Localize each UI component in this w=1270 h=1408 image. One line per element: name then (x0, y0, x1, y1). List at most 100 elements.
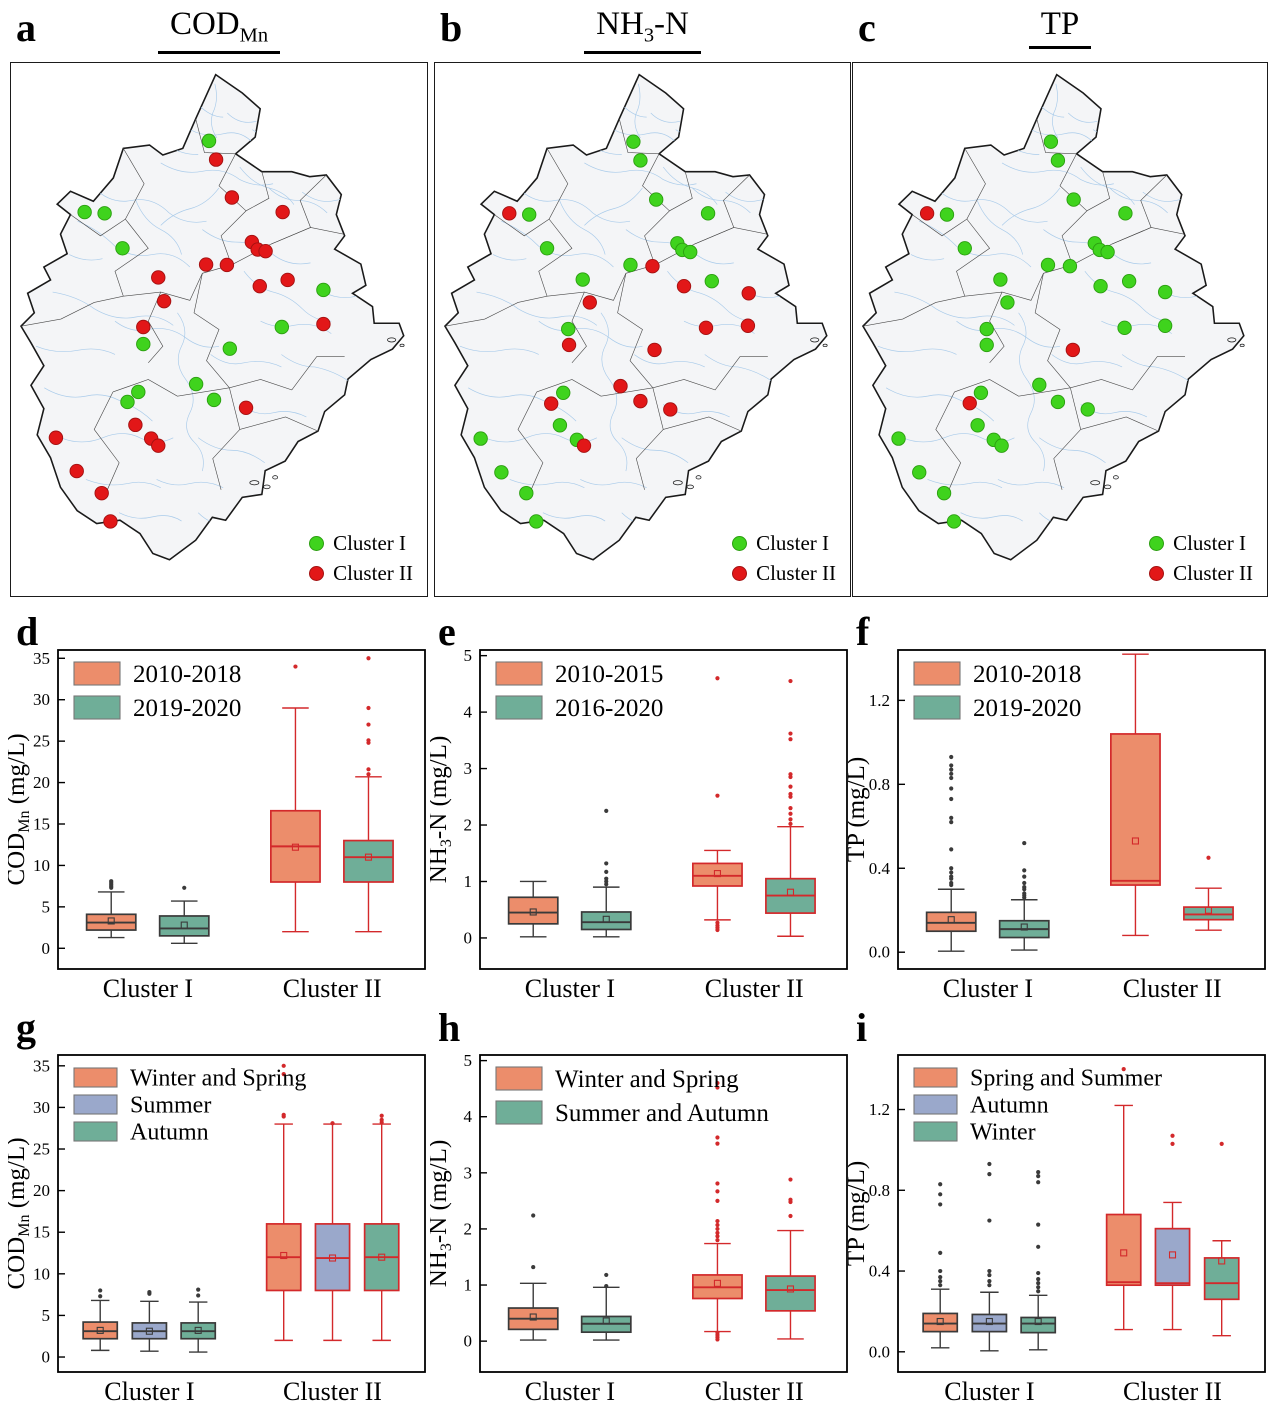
site-dot-cluster1 (561, 321, 576, 337)
outlier-point (281, 1063, 286, 1068)
legend-swatch (73, 661, 121, 686)
y-tick-label: 15 (33, 815, 50, 834)
outlier-point (604, 869, 609, 874)
panel-letter-i: i (856, 1005, 868, 1050)
y-tick-label: 1 (464, 872, 473, 891)
box-Cluster I-2010-2018 (85, 879, 137, 939)
site-dot-cluster1 (979, 321, 994, 337)
outlier-point (330, 1121, 335, 1126)
outlier-point (196, 1293, 201, 1298)
site-dot-cluster1 (77, 204, 92, 220)
site-dot-cluster1 (994, 438, 1009, 453)
outlier-point (949, 754, 954, 760)
outlier-point (938, 1182, 943, 1187)
map-panel-c: Cluster I Cluster II (852, 62, 1268, 597)
outlier-point (715, 920, 720, 925)
map-b-legend: Cluster I Cluster II (732, 526, 836, 586)
site-dot-cluster1 (206, 392, 222, 408)
box-Cluster II-2010-2018 (270, 664, 321, 933)
box-Cluster II-2019-2020 (1183, 855, 1234, 931)
site-dot-cluster1 (979, 337, 994, 353)
legend-row-cluster1: Cluster I (732, 531, 836, 556)
river-network (877, 83, 1206, 526)
outlier-point (1170, 1133, 1175, 1138)
site-dot-cluster2 (613, 378, 628, 394)
outlier-point (1036, 1277, 1041, 1282)
site-dot-cluster2 (663, 402, 678, 417)
site-dot-cluster2 (219, 257, 235, 273)
outlier-point (715, 1085, 720, 1090)
site-dot-cluster2 (275, 204, 290, 220)
legend-label: Winter (970, 1119, 1036, 1145)
outlier-point (715, 1141, 720, 1146)
mean-marker (713, 870, 721, 878)
outlier-point (938, 1275, 943, 1280)
legend-swatch (495, 1066, 543, 1091)
x-category-label: Cluster I (943, 974, 1033, 1003)
panel-letter-h: h (438, 1005, 461, 1050)
outlier-point (715, 1222, 720, 1228)
plot-frame (57, 1054, 426, 1373)
site-dot-cluster2 (576, 438, 592, 453)
site-dot-cluster1 (1043, 134, 1059, 149)
outlier-point (98, 1294, 103, 1299)
panel-letter-a: a (16, 5, 36, 50)
outlier-point (715, 1234, 720, 1239)
outlier-point (788, 731, 793, 736)
site-dot-cluster2 (544, 396, 559, 411)
site-dot-cluster1 (957, 241, 972, 256)
site-dot-cluster1 (891, 431, 906, 446)
x-category-label: Cluster I (103, 974, 193, 1003)
outlier-point (788, 817, 793, 822)
box-Cluster II-Winter and Spring (692, 1080, 743, 1342)
outlier-point (604, 808, 609, 814)
outlier-point (949, 767, 954, 772)
box-Cluster II-Summer (314, 1121, 351, 1342)
site-dot-cluster1 (522, 207, 537, 222)
outlier-point (182, 885, 187, 890)
legend-swatch (73, 1121, 118, 1142)
outlier-point (987, 1161, 992, 1167)
plot-frame (897, 1054, 1266, 1373)
outlier-point (715, 1189, 720, 1194)
legend-label: 2010-2018 (973, 661, 1081, 688)
y-axis-label: TP (mg/L) (848, 757, 870, 862)
panel-letter-g: g (16, 1005, 36, 1050)
outlier-point (788, 737, 793, 742)
y-tick-label: 4 (464, 1107, 473, 1126)
legend-label: Winter and Spring (555, 1066, 739, 1093)
y-tick-label: 1 (464, 1276, 473, 1295)
outlier-point (715, 1198, 720, 1203)
mean-marker (107, 917, 115, 925)
outlier-point (604, 876, 609, 881)
mean-marker (786, 888, 795, 896)
site-dot-cluster1 (494, 465, 509, 480)
site-dot-cluster1 (1157, 284, 1173, 300)
site-dot-cluster1 (939, 207, 955, 222)
box-Cluster I-Autumn (180, 1287, 217, 1353)
island (1239, 343, 1245, 347)
mean-marker (786, 1285, 795, 1293)
y-tick-label: 30 (33, 1098, 50, 1117)
outlier-point (788, 805, 793, 811)
outlier-point (788, 821, 793, 826)
panel-letter-e: e (438, 609, 456, 654)
outlier-point (1170, 1141, 1175, 1146)
site-dot-cluster2 (151, 438, 166, 453)
site-dot-cluster1 (1050, 394, 1066, 410)
map-panel-a: Cluster I Cluster II (10, 62, 428, 597)
site-dot-cluster1 (1066, 192, 1081, 207)
mean-marker (985, 1317, 993, 1326)
island (263, 484, 271, 490)
y-tick-label: 0 (42, 1348, 51, 1367)
site-dot-cluster2 (741, 286, 756, 301)
y-tick-label: 0.4 (869, 1262, 891, 1281)
cluster1-dot-icon (309, 536, 325, 551)
legend-swatch (495, 695, 543, 720)
site-dot-cluster1 (936, 485, 952, 501)
y-axis-label: CODMn (mg/L) (8, 1137, 33, 1289)
legend-label: Summer (130, 1092, 211, 1118)
outlier-point (938, 1268, 943, 1274)
site-dot-cluster2 (238, 400, 254, 415)
site-dot-cluster1 (552, 418, 568, 433)
